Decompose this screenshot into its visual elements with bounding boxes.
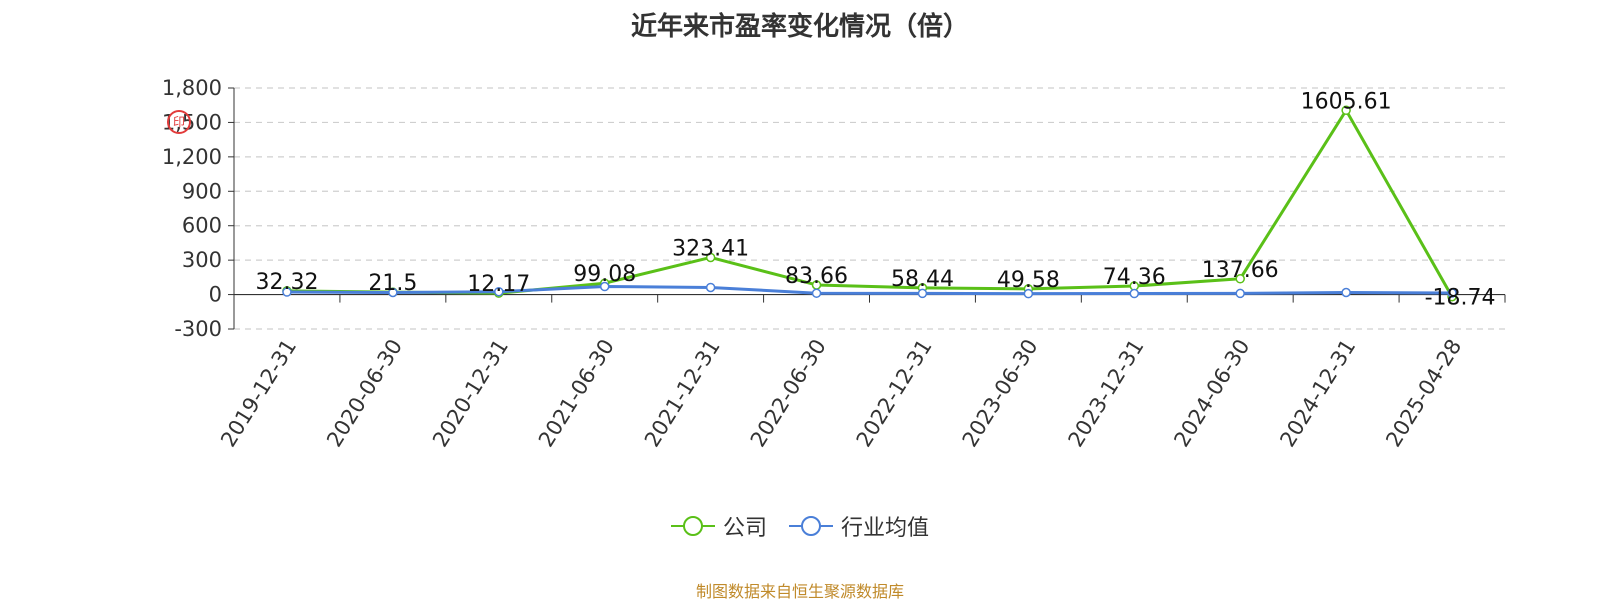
legend-company-marker-icon: [670, 516, 715, 536]
series-lines: [282, 105, 1457, 302]
source-note: 制图数据来自恒生聚源数据库: [695, 582, 904, 601]
y-tick-label: 300: [182, 248, 222, 272]
x-tick-label: 2024-06-30: [1169, 335, 1254, 451]
x-tick-label: 2023-06-30: [958, 335, 1043, 451]
x-tick-label: 2020-12-31: [428, 335, 513, 451]
data-label: 137.66: [1202, 258, 1279, 283]
point-company[interactable]: [705, 252, 716, 263]
legend-industry-label: 行业均值: [841, 516, 930, 541]
x-tick-label: 2023-12-31: [1064, 335, 1149, 451]
point-industry[interactable]: [1235, 288, 1245, 299]
point-industry[interactable]: [811, 288, 822, 298]
x-tick-label: 2021-12-31: [640, 335, 725, 451]
x-tick-label: 2019-12-31: [216, 335, 301, 451]
watermark-stamp-icon: 印: [167, 110, 191, 134]
chart-title: 近年来市盈率变化情况（倍）: [630, 12, 969, 42]
legend-item-company[interactable]: 公司: [670, 510, 767, 542]
point-industry[interactable]: [1023, 288, 1034, 299]
legend: 公司 行业均值: [0, 510, 1600, 542]
x-tick-label: 2021-06-30: [534, 335, 619, 451]
point-industry[interactable]: [917, 288, 928, 299]
point-industry[interactable]: [282, 287, 292, 297]
legend-industry-marker-icon: [789, 516, 833, 536]
y-tick-label: 600: [182, 214, 222, 238]
data-label: 323.41: [672, 236, 749, 261]
data-label: -18.74: [1425, 286, 1496, 311]
point-industry[interactable]: [1341, 287, 1351, 298]
point-company[interactable]: [1235, 274, 1245, 284]
data-label: 21.5: [368, 271, 417, 296]
legend-company-label: 公司: [722, 516, 767, 541]
data-label: 12.17: [467, 272, 530, 297]
y-tick-label: 0: [209, 283, 222, 307]
legend-item-industry[interactable]: 行业均值: [789, 510, 929, 542]
point-company[interactable]: [1341, 105, 1351, 116]
y-tick-label: 900: [182, 179, 222, 203]
point-industry[interactable]: [494, 286, 504, 297]
y-tick-label: 1,800: [162, 76, 222, 100]
series-line-industry: [286, 285, 1453, 296]
data-label: 74.36: [1103, 265, 1166, 290]
x-tick-label: 2024-12-31: [1275, 335, 1360, 451]
data-label: 83.66: [785, 264, 848, 289]
data-label: 58.44: [891, 267, 954, 292]
x-tick-label: 2025-04-28: [1381, 335, 1466, 451]
data-label: 99.08: [573, 262, 636, 287]
point-industry[interactable]: [1447, 288, 1457, 298]
grid-lines: [234, 87, 1505, 330]
point-industry[interactable]: [705, 282, 716, 293]
x-tick-label: 2020-06-30: [322, 335, 407, 451]
y-tick-label: 1,200: [162, 145, 222, 169]
point-industry[interactable]: [599, 281, 610, 292]
x-tick-label: 2022-06-30: [746, 335, 831, 451]
data-label: 32.32: [255, 270, 318, 295]
data-labels: 32.32 21.5 12.17 99.08 323.41 83.66 58.44 49.58…: [255, 89, 1495, 310]
point-industry[interactable]: [388, 287, 398, 298]
data-label: 49.58: [997, 268, 1060, 293]
data-label: 1605.61: [1301, 89, 1392, 114]
y-tick-label: -300: [174, 317, 222, 341]
point-industry[interactable]: [1129, 288, 1140, 299]
x-tick-label: 2022-12-31: [852, 335, 937, 451]
